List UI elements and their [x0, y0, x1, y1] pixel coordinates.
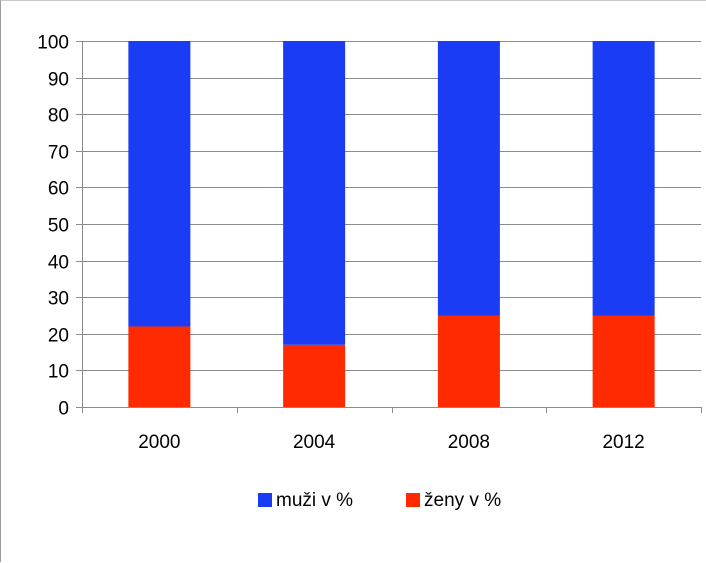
y-tick-labels: 0 10 20 30 40 50 60 70 80 90 100: [37, 33, 69, 420]
y-tick-label: 80: [48, 106, 69, 127]
axes: [76, 41, 702, 413]
legend-label-series-1: muži v %: [276, 490, 353, 511]
bar-segment-2012-series-1: [592, 41, 655, 316]
y-tick-label: 10: [48, 362, 69, 383]
bar-segment-2012-series-0: [592, 315, 655, 407]
y-tick-label: 0: [58, 399, 69, 420]
y-tick-label: 90: [48, 70, 69, 91]
legend-label-series-0: ženy v %: [424, 490, 501, 511]
y-tick-label: 60: [48, 179, 69, 200]
x-tick-label: 2008: [448, 432, 490, 453]
bar-segment-2000-series-0: [128, 326, 191, 407]
bar-segment-2008-series-1: [437, 41, 500, 316]
legend: muži v % ženy v %: [258, 490, 501, 511]
x-tick-label: 2000: [138, 432, 180, 453]
legend-swatch-series-1: [258, 493, 272, 507]
x-tick-label: 2004: [293, 432, 336, 453]
legend-swatch-series-0: [406, 493, 420, 507]
y-tick-label: 40: [48, 253, 69, 274]
y-tick-label: 30: [48, 289, 69, 310]
x-tick-labels: 2000 2004 2008 2012: [138, 432, 645, 453]
y-tick-label: 70: [48, 143, 69, 164]
y-tick-label: 100: [37, 33, 69, 54]
x-tick-label: 2012: [602, 432, 644, 453]
bar-segment-2008-series-0: [437, 315, 500, 407]
bars: [128, 41, 655, 407]
bar-segment-2000-series-1: [128, 41, 191, 327]
bar-segment-2004-series-1: [283, 41, 346, 345]
bar-segment-2004-series-0: [283, 344, 346, 407]
y-tick-label: 50: [48, 216, 69, 237]
y-tick-label: 20: [48, 326, 69, 347]
